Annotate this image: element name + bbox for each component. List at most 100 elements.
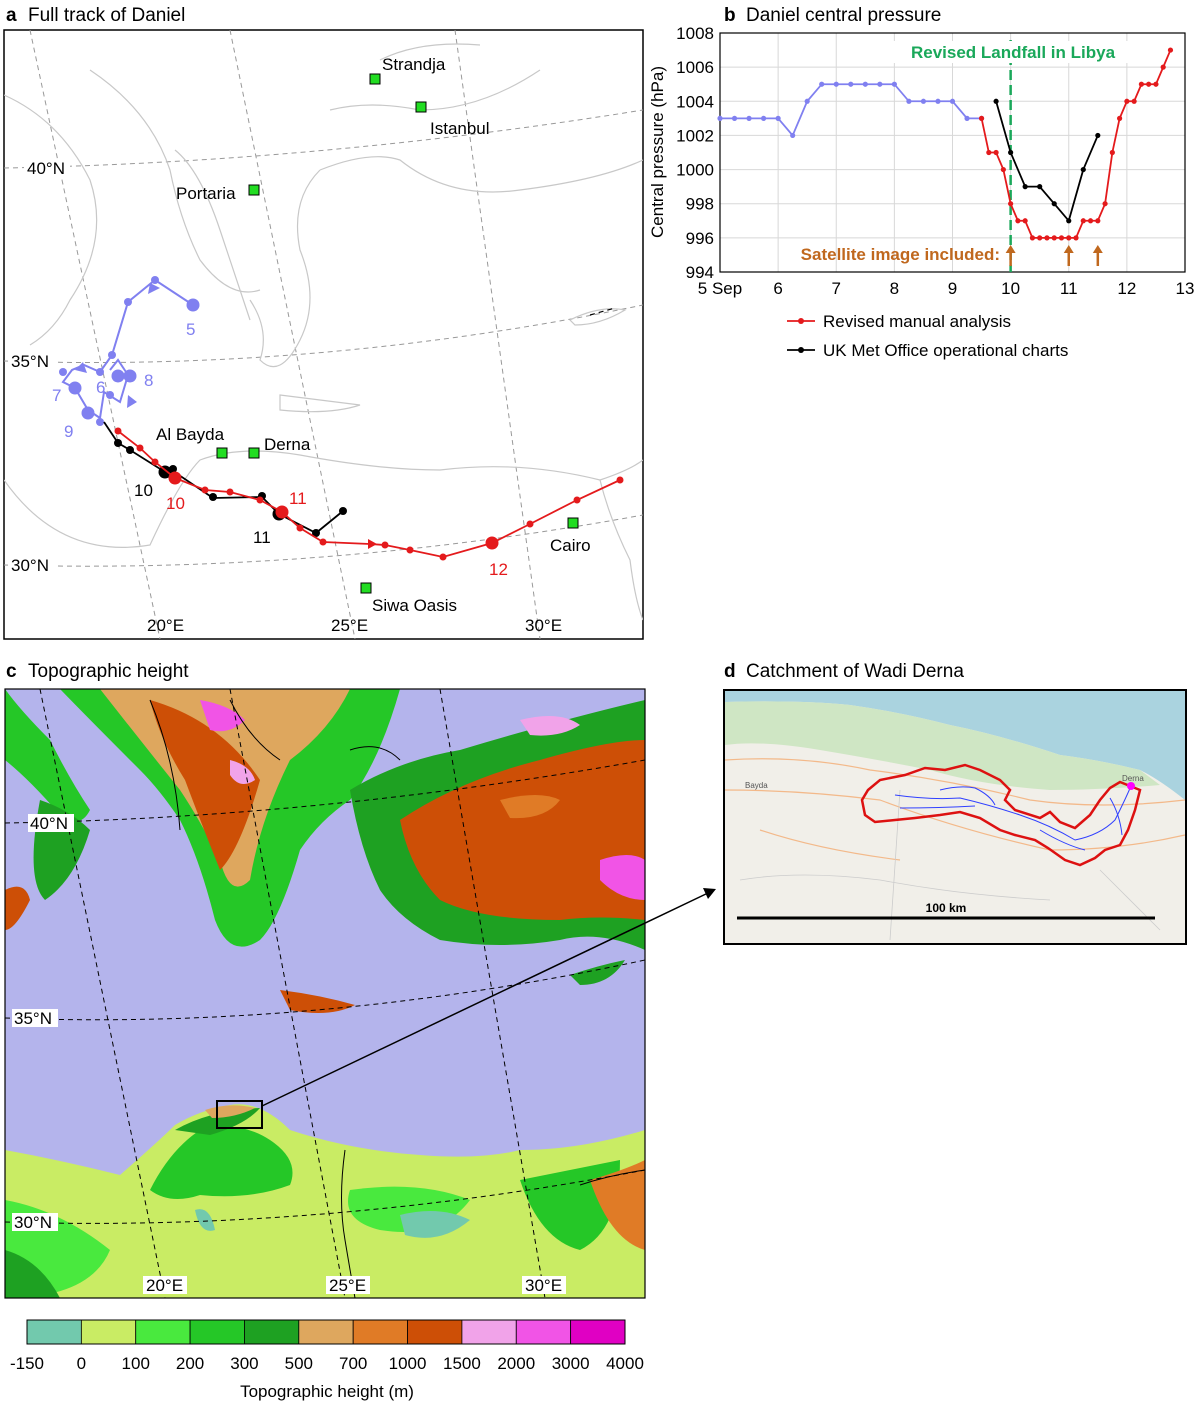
series-point — [1124, 98, 1130, 104]
series-point — [790, 132, 796, 139]
pontic-peaks — [520, 716, 580, 736]
colorbar-cell — [26, 1319, 82, 1345]
series-point — [978, 115, 985, 121]
series-point — [906, 98, 912, 104]
green-coast — [725, 701, 1160, 790]
taurus-peaks — [600, 855, 645, 900]
pindus-range — [150, 700, 260, 870]
map-label-derna: Derna — [1122, 774, 1144, 783]
x-tick-label: 6 — [773, 279, 782, 298]
series-point — [717, 115, 723, 121]
place-label: Istanbul — [430, 119, 490, 138]
colorbar-cell — [135, 1319, 191, 1345]
series-point — [1044, 235, 1050, 241]
series-point — [1080, 166, 1086, 173]
sea-area-d — [725, 691, 1185, 800]
pressure-x-ticks: 5 Sep 6 7 8 9 10 11 12 13 — [698, 279, 1195, 298]
legend-red-marker — [798, 318, 804, 324]
lon-label: 30°E — [525, 1276, 562, 1295]
series-point — [1000, 166, 1006, 173]
lat-label: 40°N — [30, 814, 68, 833]
panel-c-graticule-labels: 40°N 35°N 30°N 20°E 25°E 30°E — [12, 814, 566, 1295]
panel-c-map: 40°N 35°N 30°N 20°E 25°E 30°E — [5, 689, 645, 1298]
panel-a-title: Full track of Daniel — [28, 5, 185, 26]
africa-upland — [150, 1126, 293, 1199]
series-point — [1167, 47, 1174, 53]
legend-red-label: Revised manual analysis — [823, 312, 1011, 331]
place-label: Derna — [264, 435, 311, 454]
legend-black-label: UK Met Office operational charts — [823, 341, 1068, 360]
y-tick-label: 994 — [686, 263, 714, 282]
pressure-legend: Revised manual analysis UK Met Office op… — [787, 312, 1068, 360]
scale-bar-label: 100 km — [926, 901, 967, 915]
colorbar-tick-label: 0 — [77, 1354, 86, 1373]
pressure-series-0 — [717, 81, 985, 139]
series-point — [993, 149, 999, 156]
y-tick-label: 1004 — [676, 92, 714, 111]
lon-label: 20°E — [147, 616, 184, 635]
series-point — [1066, 235, 1072, 241]
series-point — [1015, 218, 1021, 224]
panel-d-frame — [723, 689, 1187, 945]
series-point — [1160, 64, 1166, 70]
x-tick-label: 10 — [1001, 279, 1020, 298]
colorbar-tick-label: 3000 — [552, 1354, 590, 1373]
africa-west-hills-2 — [5, 1250, 60, 1298]
y-tick-label: 996 — [686, 229, 714, 248]
series-line — [995, 101, 1099, 223]
colorbar-cell — [244, 1319, 300, 1345]
series-point — [1102, 201, 1108, 207]
colorbar-cell — [515, 1319, 572, 1345]
series-point — [862, 81, 868, 87]
colorbar-tick-label: 100 — [122, 1354, 150, 1373]
colorbar-cell — [80, 1319, 137, 1345]
derna-outlet-marker — [1127, 782, 1135, 790]
lon-label: 20°E — [146, 1276, 183, 1295]
lon-label: 25°E — [331, 616, 368, 635]
day-label: 7 — [52, 386, 61, 405]
colorbar-tick-label: 2000 — [497, 1354, 535, 1373]
panel-b-title: Daniel central pressure — [746, 5, 941, 26]
satellite-arrowhead — [1005, 245, 1016, 253]
pressure-grid — [719, 32, 1186, 273]
cyprus — [570, 960, 625, 985]
place-label: Al Bayda — [156, 425, 225, 444]
pressure-plot-frame — [719, 32, 1186, 273]
series-point — [1022, 184, 1028, 190]
track-day-labels: 5 6 7 8 9 10 10 11 11 12 — [52, 320, 508, 579]
series-point — [1146, 81, 1152, 87]
series-point — [1073, 235, 1079, 241]
colorbar-tick-label: 1000 — [389, 1354, 427, 1373]
colorbar-tick-label: 4000 — [606, 1354, 644, 1373]
series-point — [1058, 235, 1065, 241]
series-point — [877, 81, 883, 87]
day-label: 11 — [289, 489, 307, 508]
landfall-label-bg — [890, 41, 1132, 63]
series-point — [1109, 149, 1115, 156]
pressure-series-2 — [993, 98, 1101, 224]
series-point — [804, 98, 810, 104]
lon-label: 30°E — [525, 616, 562, 635]
series-point — [891, 81, 897, 87]
colorbar-cell — [298, 1319, 354, 1345]
place-label: Cairo — [550, 536, 591, 555]
series-point — [1008, 149, 1014, 156]
panel-c-frame — [4, 688, 646, 1299]
lat-label: 40°N — [27, 159, 65, 178]
zoom-arrow — [261, 892, 709, 1107]
panel-b: b Daniel central pressure 994 996 998 1000 1… — [648, 5, 1194, 360]
sinai-mountains — [590, 1160, 645, 1250]
map-label-bayda: Bayda — [745, 781, 768, 790]
satellite-arrowhead — [1063, 245, 1074, 253]
africa-lowland — [5, 1104, 645, 1298]
panel-a-letter: a — [6, 5, 17, 26]
series-point — [920, 98, 927, 104]
track-red — [114, 427, 624, 561]
legend-black-marker — [798, 347, 804, 353]
place-label: Portaria — [176, 184, 236, 203]
colorbar-cell — [189, 1319, 245, 1345]
colorbar-cell — [407, 1319, 463, 1345]
satellite-label: Satellite image included: — [801, 245, 1000, 264]
series-point — [1087, 218, 1094, 224]
colorbar-tick-label: 1500 — [443, 1354, 481, 1373]
